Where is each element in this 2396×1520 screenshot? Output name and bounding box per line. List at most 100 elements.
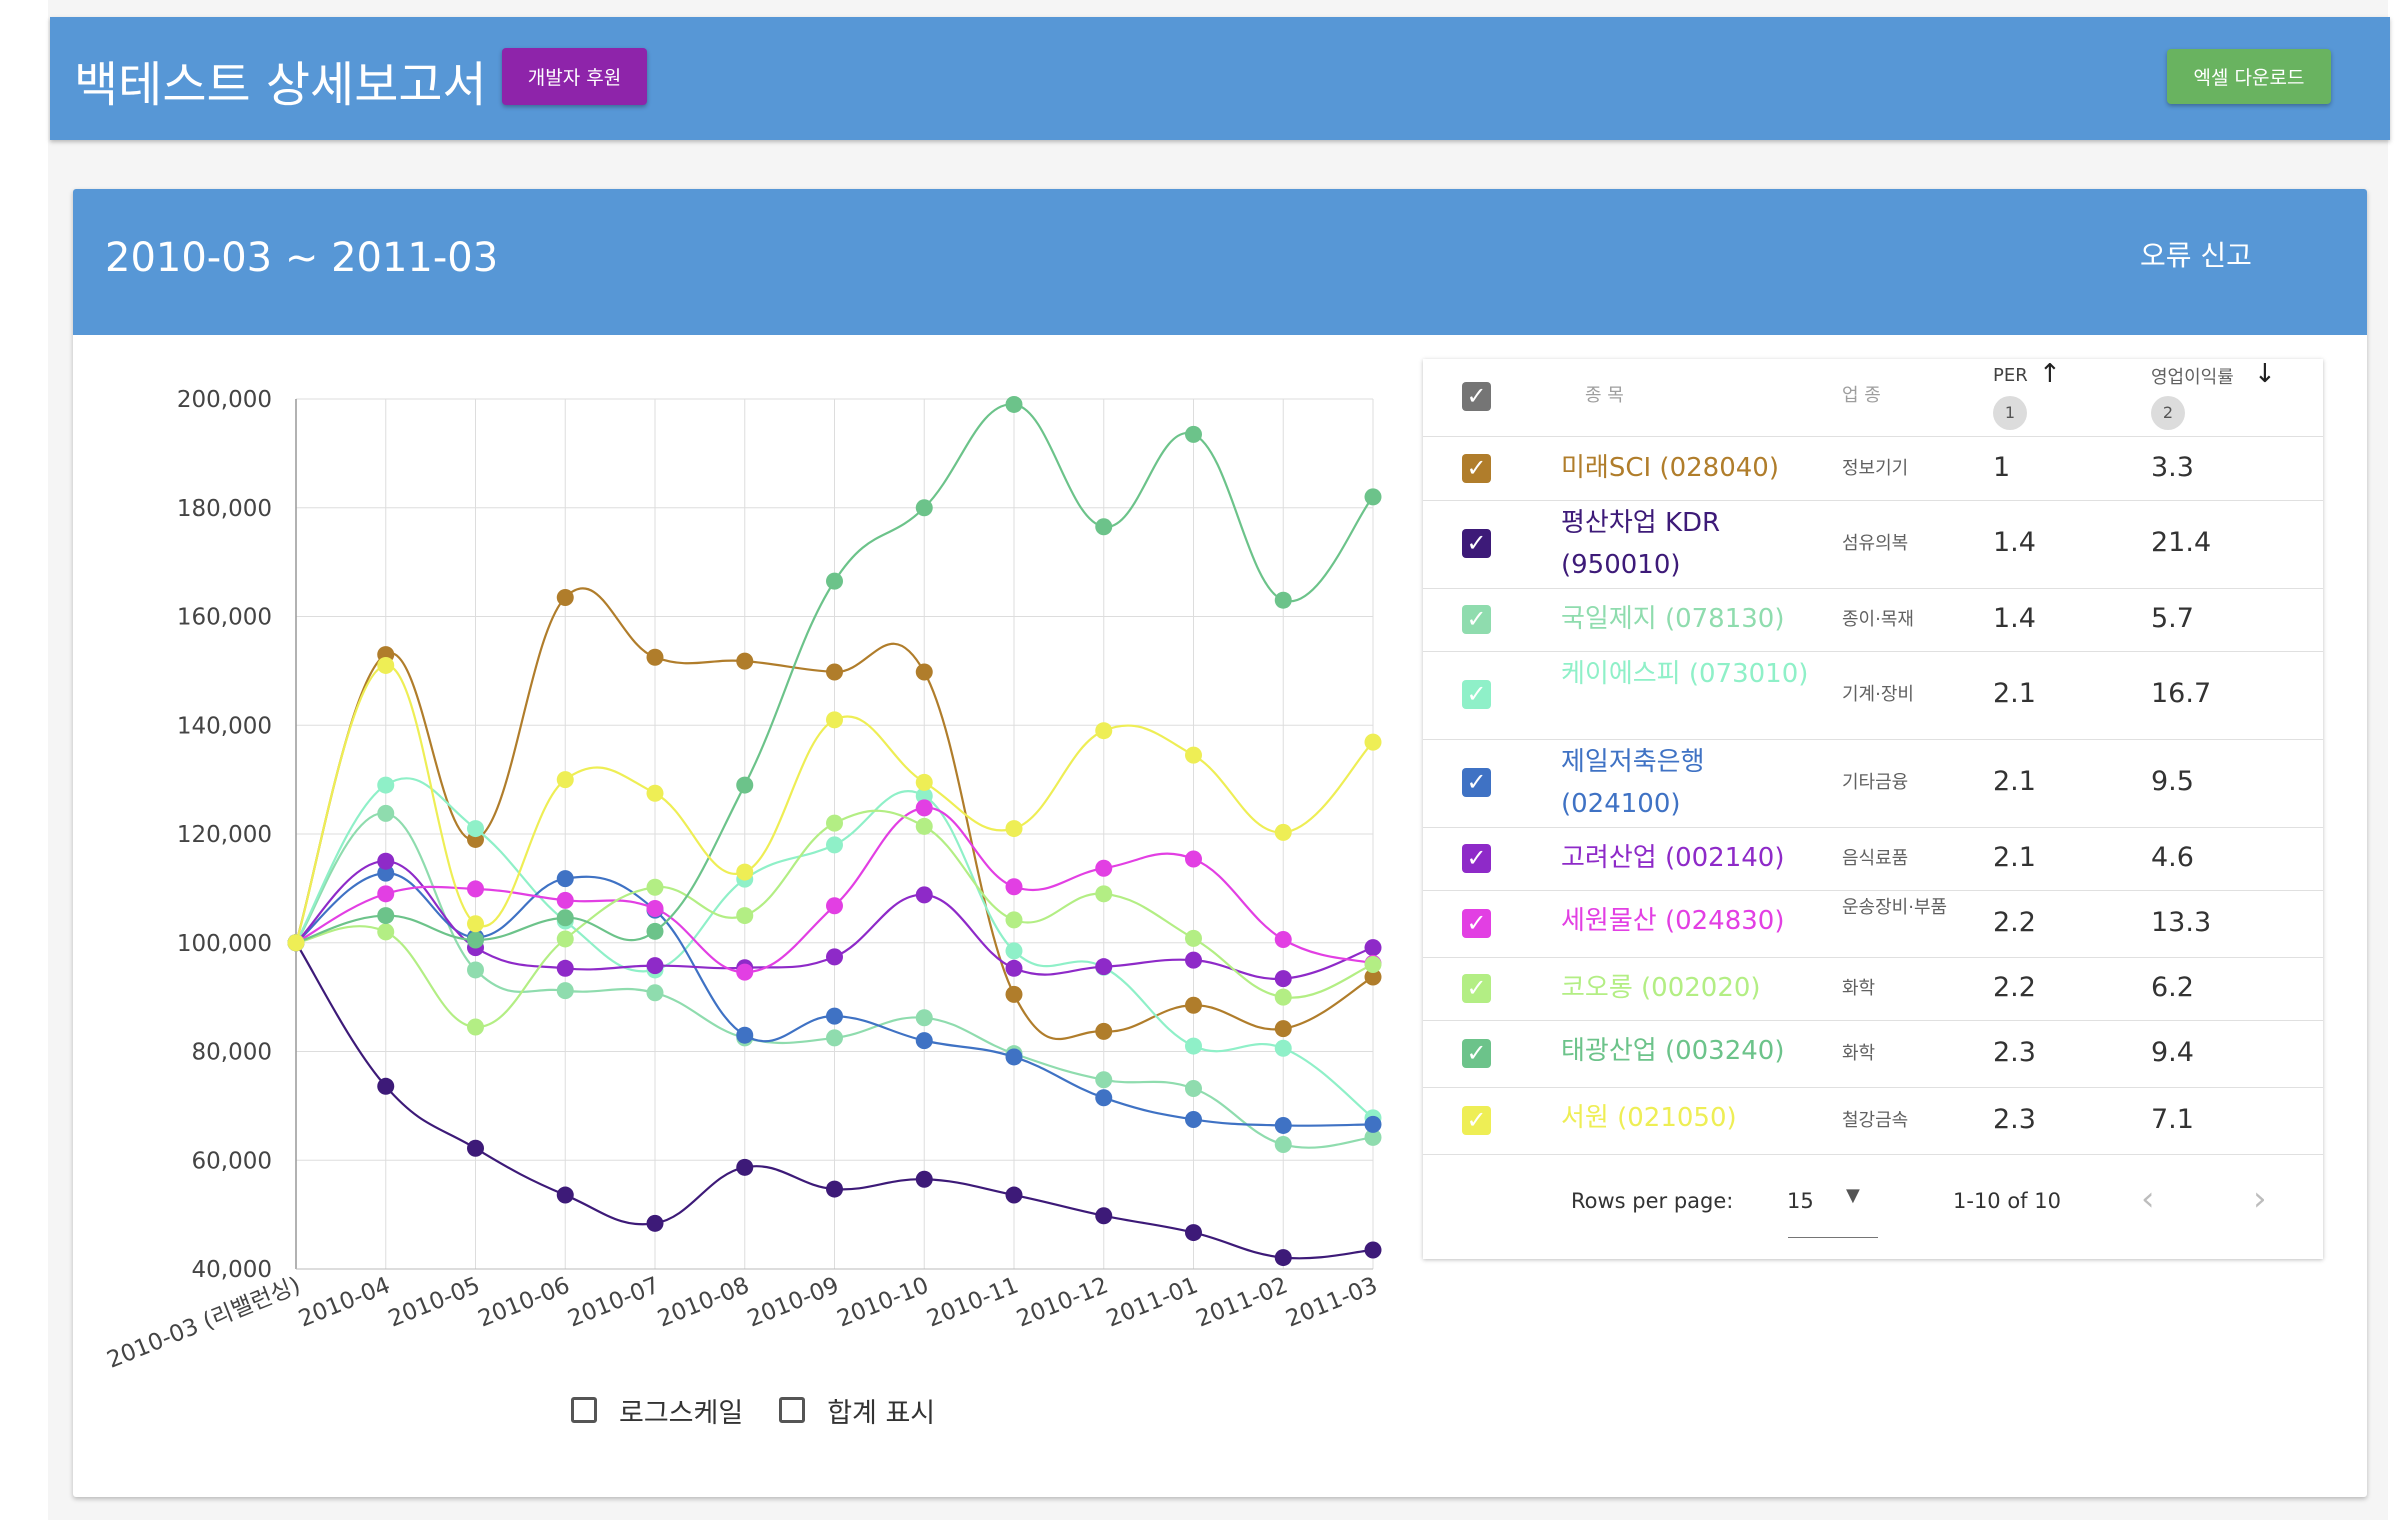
- col-op-header[interactable]: 영업이익률: [2151, 367, 2234, 388]
- row-checkbox[interactable]: ✓: [1462, 768, 1491, 797]
- log-scale-label: 로그스케일: [619, 1397, 744, 1429]
- data-point: [1185, 951, 1202, 969]
- sort-desc-arrow-icon: ↓: [2254, 359, 2276, 389]
- x-tick-label: 2011-02: [1193, 1272, 1292, 1332]
- data-point: [736, 1026, 754, 1044]
- table-row[interactable]: ✓ 태광산업 (003240) 화학 2.3 9.4: [1423, 1020, 2323, 1088]
- y-tick-label: 100,000: [177, 931, 272, 957]
- industry: 기계·장비: [1842, 684, 1914, 705]
- data-point: [826, 572, 843, 590]
- stock-name[interactable]: 세원물산 (024830): [1561, 906, 1785, 936]
- table-row[interactable]: ✓ 세원물산 (024830) 운송장비·부품 2.2 13.3: [1423, 890, 2323, 958]
- row-checkbox[interactable]: ✓: [1462, 843, 1491, 873]
- report-error-button[interactable]: 오류 신고: [2134, 233, 2258, 275]
- data-point: [1095, 518, 1113, 536]
- prev-page-icon[interactable]: ‹: [2141, 1179, 2155, 1219]
- table-row[interactable]: ✓ 고려산업 (002140) 음식료품 2.1 4.6: [1423, 827, 2323, 891]
- y-tick-label: 160,000: [177, 605, 272, 631]
- row-checkbox[interactable]: ✓: [1462, 453, 1491, 483]
- period-title: 2010-03 ~ 2011-03: [105, 235, 499, 281]
- log-scale-option[interactable]: 로그스케일: [571, 1391, 743, 1430]
- excel-download-button[interactable]: 엑셀 다운로드: [2167, 49, 2331, 104]
- rows-per-page-select[interactable]: 15: [1787, 1189, 1814, 1213]
- next-page-icon[interactable]: ›: [2253, 1179, 2267, 1219]
- stock-name[interactable]: 평산차업 KDR (950010): [1561, 508, 1721, 580]
- row-checkbox[interactable]: ✓: [1462, 908, 1491, 938]
- data-point: [915, 499, 933, 517]
- data-point: [1005, 1186, 1023, 1204]
- row-checkbox[interactable]: ✓: [1462, 1105, 1491, 1135]
- data-point: [736, 776, 754, 794]
- row-checkbox[interactable]: ✓: [1462, 529, 1491, 558]
- data-point: [377, 776, 395, 794]
- stock-name[interactable]: 태광산업 (003240): [1561, 1036, 1785, 1066]
- table-row[interactable]: ✓ 미래SCI (028040) 정보기기 1 3.3: [1423, 437, 2323, 501]
- table-row[interactable]: ✓ 케이에스피 (073010) 기계·장비 2.1 16.7: [1423, 651, 2323, 740]
- y-tick-label: 180,000: [177, 496, 272, 522]
- stock-name[interactable]: 고려산업 (002140): [1561, 843, 1785, 873]
- data-point: [467, 880, 484, 898]
- data-point: [467, 1139, 484, 1157]
- stock-name[interactable]: 케이에스피 (073010): [1561, 659, 1809, 689]
- dropdown-caret-icon[interactable]: ▼: [1846, 1185, 1860, 1206]
- data-point: [736, 1158, 754, 1176]
- row-checkbox[interactable]: ✓: [1462, 973, 1491, 1003]
- op-margin-value: 6.2: [2151, 971, 2194, 1003]
- log-scale-checkbox[interactable]: [571, 1397, 597, 1423]
- data-point: [1185, 1079, 1202, 1097]
- data-point: [1095, 859, 1113, 877]
- x-tick-label: 2010-10: [834, 1272, 933, 1332]
- data-point: [377, 852, 395, 870]
- row-checkbox[interactable]: ✓: [1462, 1038, 1491, 1068]
- sponsor-button[interactable]: 개발자 후원: [502, 48, 647, 105]
- top-app-bar: 백테스트 상세보고서 개발자 후원 엑셀 다운로드: [50, 17, 2390, 140]
- table-row[interactable]: ✓ 서원 (021050) 철강금속 2.3 7.1: [1423, 1087, 2323, 1155]
- data-point: [1364, 1115, 1382, 1133]
- y-tick-label: 60,000: [192, 1148, 272, 1174]
- stock-name[interactable]: 미래SCI (028040): [1561, 453, 1779, 483]
- industry: 종이·목재: [1842, 608, 1914, 630]
- x-tick-label: 2010-08: [654, 1272, 753, 1332]
- select-all-checkbox[interactable]: ✓: [1462, 382, 1491, 411]
- x-tick-label: 2010-09: [744, 1272, 843, 1332]
- data-point: [1005, 959, 1023, 977]
- per-value: 2.1: [1993, 841, 2036, 873]
- table-row[interactable]: ✓ 제일저축은행 (024100) 기타금융 2.1 9.5: [1423, 739, 2323, 828]
- data-point: [915, 886, 933, 904]
- data-point: [377, 656, 395, 674]
- row-checkbox[interactable]: ✓: [1462, 680, 1491, 709]
- stock-name[interactable]: 국일제지 (078130): [1561, 604, 1785, 634]
- y-tick-label: 200,000: [177, 387, 272, 413]
- data-point: [826, 897, 843, 915]
- show-total-checkbox[interactable]: [779, 1397, 806, 1423]
- data-point: [826, 1029, 843, 1047]
- data-point: [1364, 733, 1382, 751]
- data-point: [646, 899, 664, 917]
- per-value: 1.4: [1993, 527, 2036, 558]
- x-tick-label: 2010-04: [295, 1272, 394, 1332]
- y-tick-label: 40,000: [192, 1257, 272, 1283]
- data-point: [1364, 488, 1382, 506]
- per-value: 2.2: [1993, 971, 2036, 1003]
- data-point: [556, 891, 574, 909]
- col-per-header[interactable]: PER: [1993, 365, 2028, 386]
- report-card: 2010-03 ~ 2011-03 오류 신고 40,000 60,000 80,0…: [73, 189, 2367, 1497]
- data-point: [1185, 425, 1202, 443]
- stock-name[interactable]: 제일저축은행 (024100): [1561, 747, 1705, 819]
- pagination-range: 1-10 of 10: [1953, 1189, 2061, 1213]
- table-row[interactable]: ✓ 코오롱 (002020) 화학 2.2 6.2: [1423, 957, 2323, 1021]
- data-point: [826, 814, 843, 832]
- data-point: [377, 1077, 395, 1095]
- stock-name[interactable]: 코오롱 (002020): [1561, 973, 1761, 1003]
- data-point: [646, 878, 664, 896]
- stock-name[interactable]: 서원 (021050): [1561, 1103, 1737, 1133]
- data-point: [467, 820, 484, 838]
- row-checkbox[interactable]: ✓: [1462, 604, 1491, 634]
- table-row[interactable]: ✓ 국일제지 (078130) 종이·목재 1.4 5.7: [1423, 588, 2323, 652]
- show-total-option[interactable]: 합계 표시: [779, 1391, 935, 1430]
- table-row[interactable]: ✓ 평산차업 KDR (950010) 섬유의복 1.4 21.4: [1423, 500, 2323, 589]
- data-point: [1274, 1020, 1292, 1038]
- data-point: [1364, 939, 1382, 957]
- op-margin-value: 4.6: [2151, 841, 2194, 873]
- data-point: [736, 907, 754, 925]
